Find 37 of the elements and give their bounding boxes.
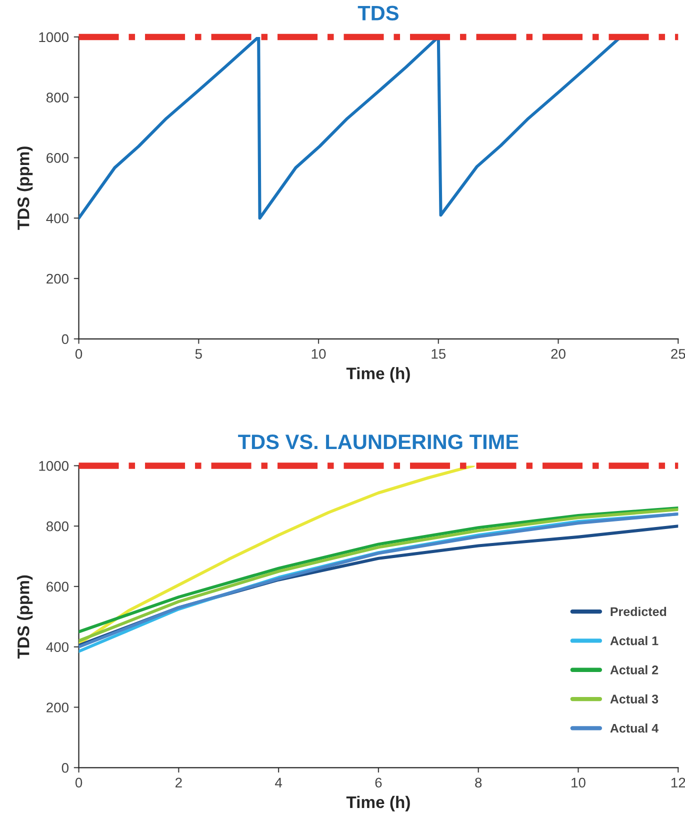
y-tick-label: 800 [46,92,69,102]
chart-title: TDS VS. LAUNDERING TIME [238,434,518,450]
x-tick-label: 6 [375,778,382,788]
y-tick-label: 0 [62,762,69,773]
y-tick-label: 800 [46,521,69,532]
line-series [78,466,475,646]
legend-label: Actual 2 [610,665,658,674]
x-tick-label: 12 [671,778,685,788]
x-tick-label: 10 [312,348,326,359]
y-tick-label: 400 [46,642,69,652]
x-tick-label: 15 [432,349,446,359]
y-tick-label: 1000 [39,32,69,42]
x-axis-title: Time (h) [346,796,410,812]
x-tick-label: 25 [671,348,685,359]
y-tick-label: 400 [46,213,69,224]
y-axis-title: TDS (ppm) [17,575,33,659]
y-tick-label: 600 [46,153,69,163]
y-tick-label: 200 [46,274,69,284]
x-tick-label: 0 [75,778,82,788]
x-tick-label: 10 [572,778,586,788]
x-tick-label: 5 [195,349,202,359]
legend-label: Predicted [610,606,666,616]
y-tick-label: 200 [46,702,69,712]
x-tick-label: 8 [475,778,482,788]
y-axis-title: TDS (ppm) [17,146,33,230]
y-tick-label: 1000 [39,461,69,471]
y-tick-label: 0 [62,334,69,344]
x-tick-label: 2 [176,778,182,788]
x-tick-label: 0 [75,348,82,359]
x-tick-label: 4 [275,778,282,788]
y-tick-label: 600 [46,582,69,592]
legend-label: Actual 1 [610,636,658,646]
x-axis-title: Time (h) [346,367,410,383]
chart-title: TDS [358,6,398,20]
legend-label: Actual 3 [610,694,658,704]
x-tick-label: 20 [551,348,566,359]
legend-label: Actual 4 [610,723,658,733]
